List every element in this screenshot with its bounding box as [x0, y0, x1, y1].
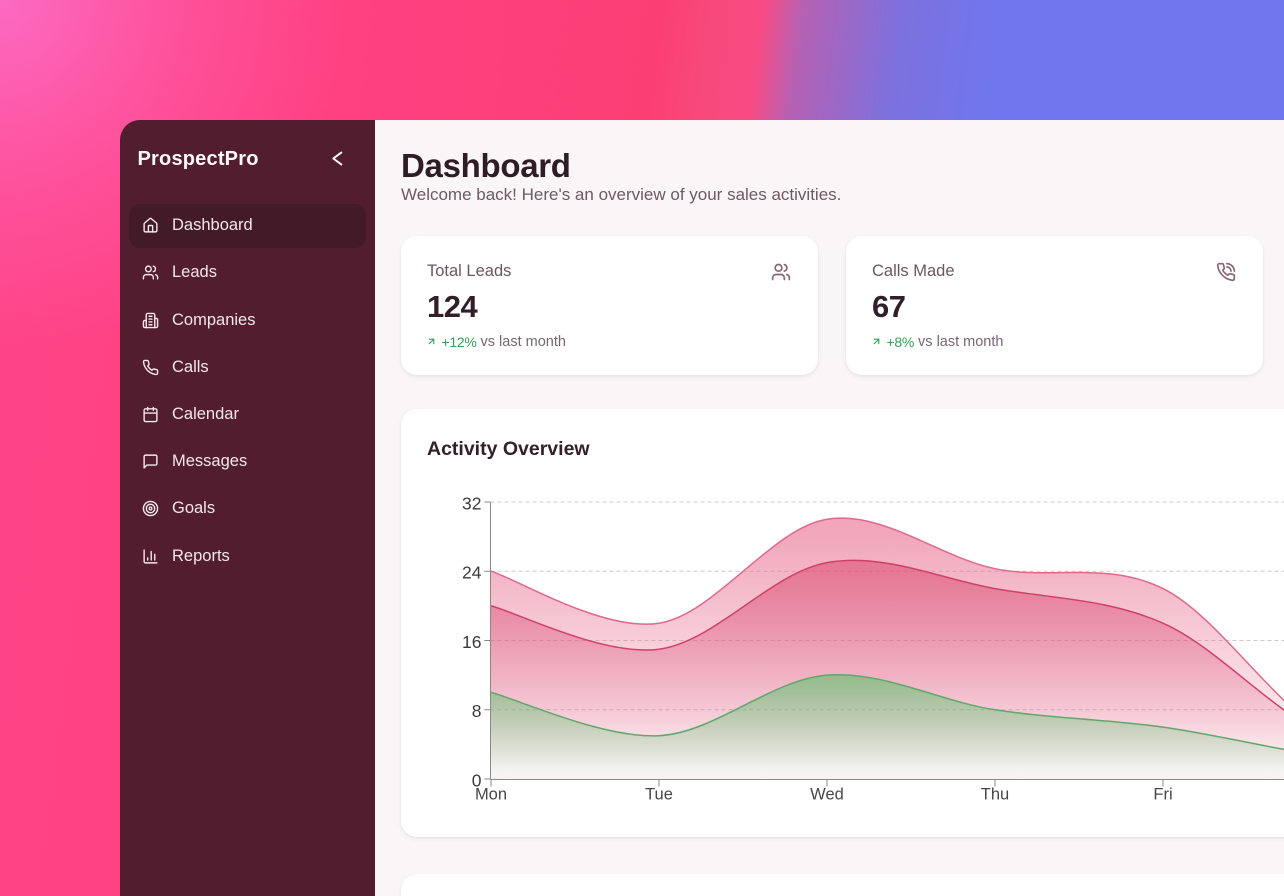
svg-text:Fri: Fri — [1153, 785, 1172, 803]
svg-text:0: 0 — [472, 770, 482, 790]
svg-text:24: 24 — [462, 563, 482, 583]
svg-text:32: 32 — [462, 494, 481, 514]
svg-text:Thu: Thu — [981, 785, 1009, 803]
svg-text:8: 8 — [472, 701, 482, 721]
svg-text:16: 16 — [462, 632, 481, 652]
svg-text:Wed: Wed — [810, 785, 844, 803]
svg-text:Mon: Mon — [475, 785, 507, 803]
svg-text:Tue: Tue — [645, 785, 673, 803]
